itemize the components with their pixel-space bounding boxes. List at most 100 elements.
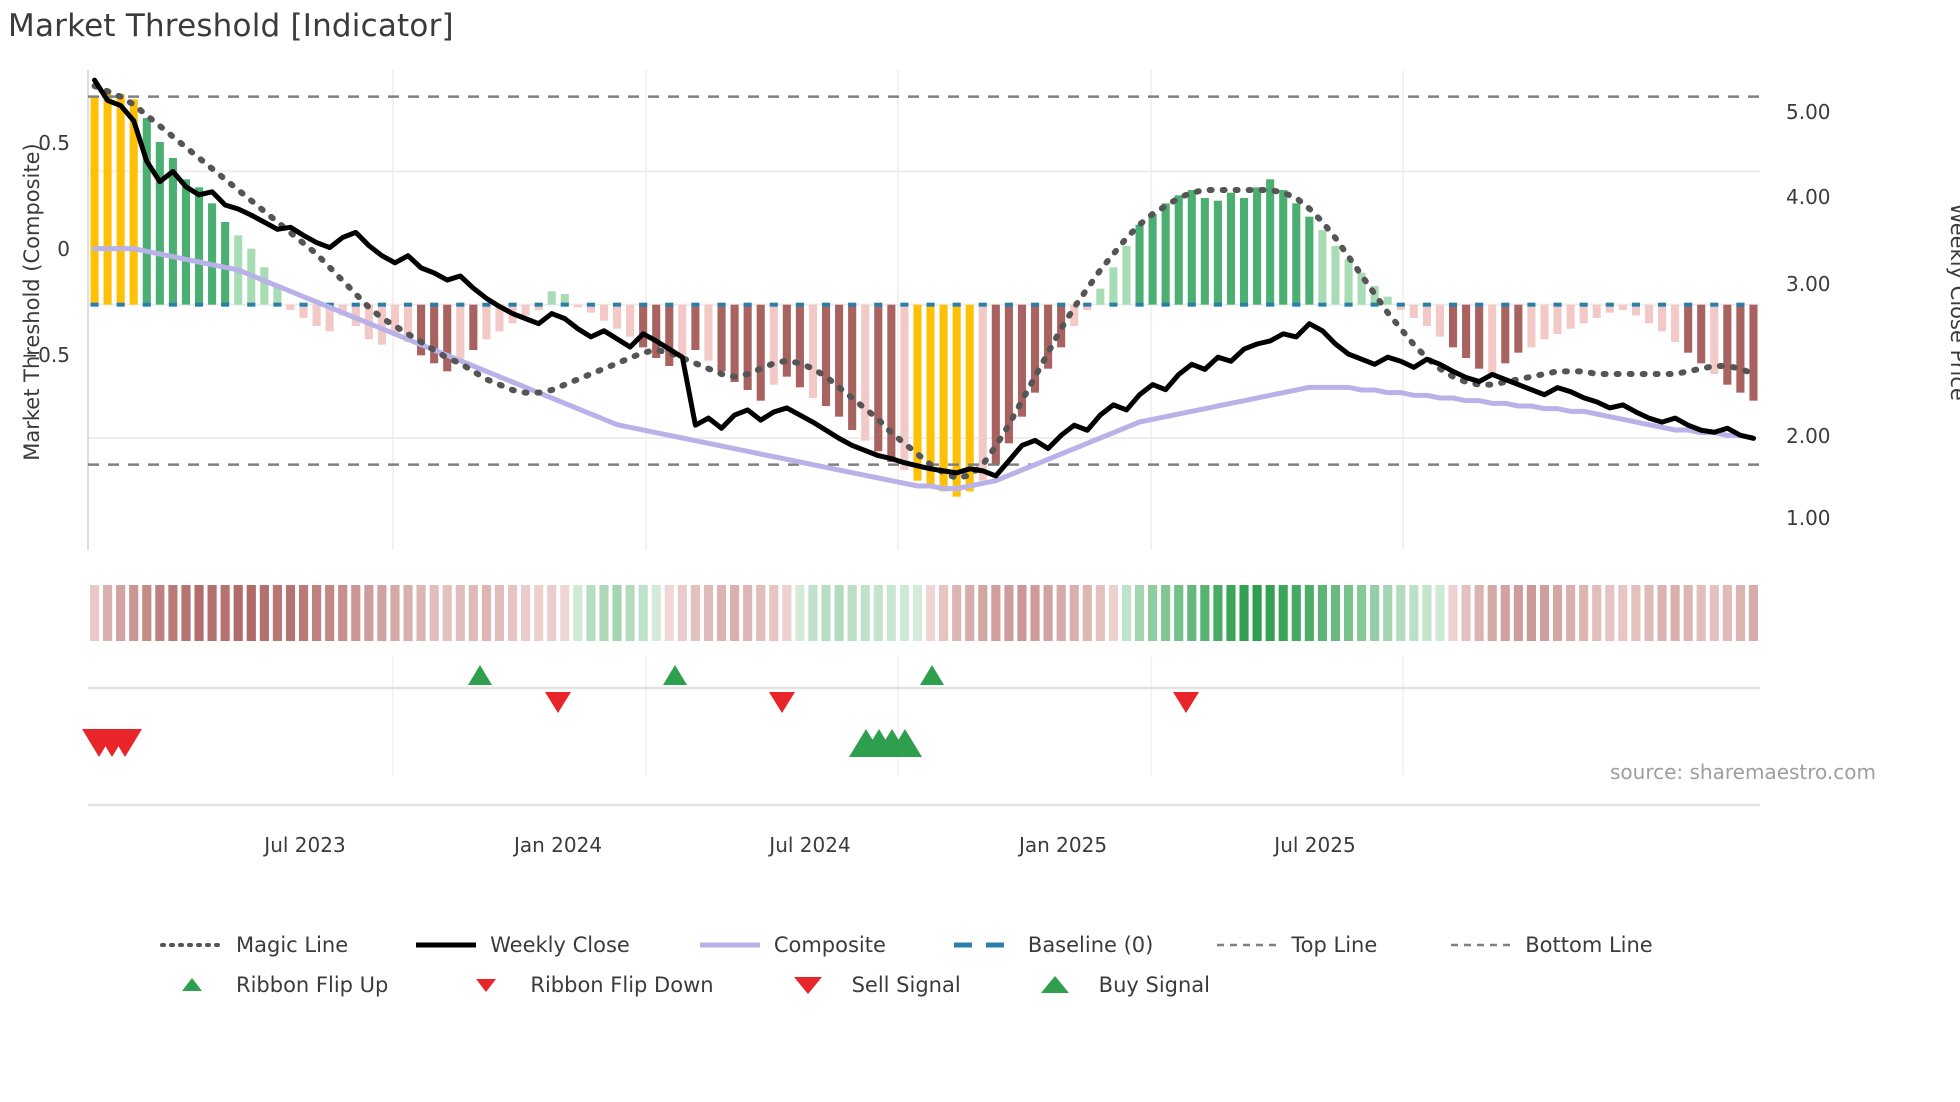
histogram-bar bbox=[926, 304, 935, 486]
histogram-bar bbox=[1253, 187, 1262, 305]
legend-label: Bottom Line bbox=[1525, 933, 1653, 957]
ribbon-cell bbox=[1566, 585, 1576, 641]
ribbon-cell bbox=[351, 585, 361, 641]
ribbon-cell bbox=[1370, 585, 1380, 641]
legend-item-top-line[interactable]: Top Line bbox=[1215, 933, 1377, 957]
ribbon-cell bbox=[155, 585, 165, 641]
legend-key-icon bbox=[952, 934, 1016, 956]
legend-item-magic-line[interactable]: Magic Line bbox=[160, 933, 348, 957]
histogram-bar bbox=[1383, 296, 1392, 305]
ribbon-cell bbox=[1592, 585, 1602, 641]
ribbon-cell bbox=[1709, 585, 1719, 641]
legend-label: Top Line bbox=[1291, 933, 1378, 957]
source-credit: source: sharemaestro.com bbox=[1610, 760, 1876, 784]
histogram-bar bbox=[1331, 246, 1340, 305]
histogram-bar bbox=[129, 99, 138, 305]
y-tick-left-0: 0.5 bbox=[38, 131, 70, 155]
ribbon-flip-up-marker[interactable] bbox=[920, 665, 944, 685]
ribbon-cell bbox=[377, 585, 387, 641]
composite-line bbox=[92, 246, 1756, 492]
triangle-up-icon bbox=[182, 978, 202, 991]
buy-signal-marker[interactable] bbox=[888, 729, 922, 757]
ribbon-cell bbox=[756, 585, 766, 641]
histogram-bar bbox=[874, 304, 883, 452]
histogram-bar bbox=[456, 304, 465, 361]
histogram-bar bbox=[1266, 179, 1275, 305]
ribbon-flip-up-marker[interactable] bbox=[663, 665, 687, 685]
histogram-bar bbox=[1135, 224, 1144, 305]
legend-key-icon bbox=[454, 974, 518, 996]
histogram-bar bbox=[1631, 304, 1640, 316]
histogram-bar bbox=[443, 304, 452, 372]
legend-row-primary: Magic Line Weekly Close Composite Baseline … bbox=[0, 925, 1960, 965]
histogram-bar bbox=[1344, 259, 1353, 305]
histogram-bar bbox=[377, 304, 386, 345]
histogram-bar bbox=[1409, 304, 1418, 318]
ribbon-cell bbox=[1252, 585, 1262, 641]
legend-item-bottom-line[interactable]: Bottom Line bbox=[1449, 933, 1653, 957]
legend-item-ribbon-flip-up[interactable]: Ribbon Flip Up bbox=[160, 973, 388, 997]
ribbon-cell bbox=[233, 585, 243, 641]
histogram-bar bbox=[1618, 304, 1627, 310]
ribbon-cell bbox=[1396, 585, 1406, 641]
signal-markers-svg bbox=[82, 715, 1760, 807]
ribbon-flip-down-marker[interactable] bbox=[545, 692, 571, 713]
ribbon-flip-up-marker[interactable] bbox=[468, 665, 492, 685]
legend-item-buy-signal[interactable]: Buy Signal bbox=[1023, 973, 1210, 997]
ribbon-cell bbox=[991, 585, 1001, 641]
sell-signal-marker[interactable] bbox=[108, 729, 142, 757]
legend-item-weekly-close[interactable]: Weekly Close bbox=[414, 933, 630, 957]
ribbon-cell bbox=[612, 585, 622, 641]
ribbon-cell bbox=[1004, 585, 1014, 641]
ribbon-flip-down-marker[interactable] bbox=[769, 692, 795, 713]
histogram-bar bbox=[1749, 304, 1758, 401]
ribbon-cell bbox=[952, 585, 962, 641]
histogram-bar bbox=[1540, 304, 1549, 340]
ribbon-cell bbox=[1722, 585, 1732, 641]
histogram-bar bbox=[1462, 304, 1471, 358]
ribbon-cell bbox=[1579, 585, 1589, 641]
ribbon-cell bbox=[808, 585, 818, 641]
x-tick-0: Jul 2023 bbox=[264, 833, 346, 857]
histogram-bar bbox=[403, 304, 413, 342]
legend-item-composite[interactable]: Composite bbox=[698, 933, 886, 957]
ribbon-cell bbox=[429, 585, 439, 641]
ribbon-flip-down-marker[interactable] bbox=[1173, 692, 1199, 713]
ribbon-cell bbox=[690, 585, 700, 641]
histogram-bar bbox=[299, 304, 308, 318]
x-tick-4: Jul 2025 bbox=[1274, 833, 1356, 857]
ribbon-cell bbox=[625, 585, 635, 641]
histogram-bar bbox=[691, 304, 700, 350]
legend-item-baseline-0[interactable]: Baseline (0) bbox=[952, 933, 1153, 957]
legend-item-sell-signal[interactable]: Sell Signal bbox=[776, 973, 961, 997]
histogram-bar bbox=[1083, 304, 1092, 310]
ribbon-cell bbox=[1187, 585, 1197, 641]
histogram-bar bbox=[1605, 304, 1614, 313]
ribbon-cell bbox=[1330, 585, 1341, 641]
histogram-bar bbox=[1514, 304, 1523, 353]
histogram-bar bbox=[1200, 198, 1209, 305]
histogram-bar bbox=[782, 304, 791, 377]
x-tick-2: Jul 2024 bbox=[769, 833, 851, 857]
legend-row-signals: Ribbon Flip Up Ribbon Flip Down Sell Signa… bbox=[0, 965, 1960, 1005]
histogram-bar bbox=[900, 304, 909, 470]
histogram-bar bbox=[1579, 304, 1588, 324]
ribbon-cell bbox=[220, 585, 230, 641]
ribbon-cell bbox=[1213, 585, 1223, 641]
magic-line bbox=[91, 83, 1757, 481]
legend-item-ribbon-flip-down[interactable]: Ribbon Flip Down bbox=[454, 973, 714, 997]
ribbon-cell bbox=[416, 585, 426, 641]
histogram-bar bbox=[1292, 203, 1301, 305]
ribbon-cell bbox=[1500, 585, 1510, 641]
ribbon-cell bbox=[873, 585, 883, 641]
histogram-bar bbox=[756, 304, 765, 401]
histogram-bar bbox=[1723, 304, 1732, 385]
histogram-bar bbox=[952, 304, 961, 497]
legend-label: Magic Line bbox=[236, 933, 349, 957]
histogram-bar bbox=[417, 304, 426, 356]
ribbon-cell bbox=[194, 585, 204, 641]
ribbon-cell bbox=[1278, 585, 1288, 641]
histogram-bar bbox=[991, 304, 1000, 465]
histogram-bar bbox=[743, 304, 752, 390]
ribbon-cell bbox=[272, 585, 282, 641]
